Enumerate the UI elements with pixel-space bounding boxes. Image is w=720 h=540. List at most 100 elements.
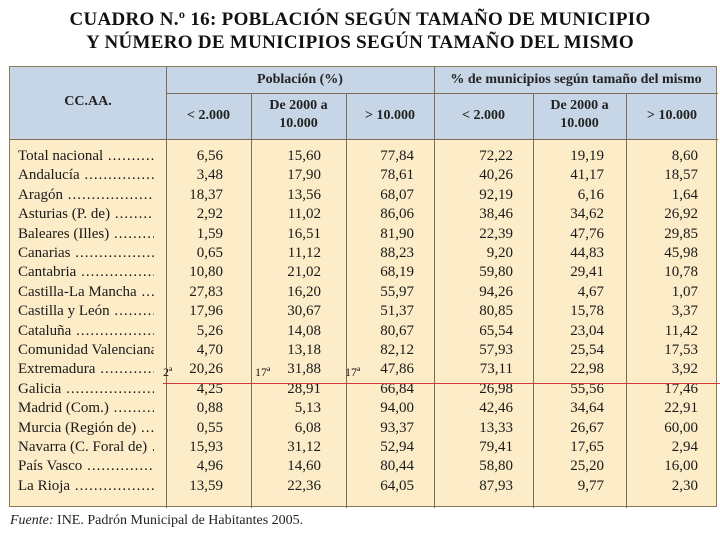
region-name: Andalucía: [18, 166, 154, 185]
header-pob-2000-10000: De 2000 a 10.000: [269, 98, 328, 131]
header-poblacion: Población (%): [257, 72, 343, 87]
header-mun-gt10000: > 10.000: [647, 108, 697, 123]
value-cell: 29,41: [570, 264, 604, 281]
value-cell: 45,98: [664, 245, 698, 261]
value-cell: 14,08: [287, 322, 321, 339]
table-row: Aragón 18,37 13,56 68,07 92,19 6,16 1,64: [10, 186, 716, 205]
value-cell: 41,17: [570, 167, 604, 184]
value-cell: 2,92: [196, 206, 223, 223]
table-title: CUADRO N.º 16: POBLACIÓN SEGÚN TAMAÑO DE…: [0, 8, 720, 54]
table-row: La Rioja 13,59 22,36 64,05 87,93 9,77 2,30: [10, 477, 716, 496]
header-divider: [10, 139, 718, 140]
value-cell: 88,23: [380, 245, 414, 261]
value-cell: 81,90: [380, 225, 414, 242]
value-cell: 0,88: [196, 400, 223, 417]
value-cell: 23,04: [570, 322, 604, 339]
table-header: [10, 67, 716, 139]
value-cell: 0,55: [196, 419, 223, 436]
value-cell: 72,22: [479, 148, 513, 164]
value-cell: 31,88: [287, 361, 321, 378]
value-cell: 55,56: [570, 380, 604, 397]
header-pob-lt2000: < 2.000: [187, 108, 230, 123]
table-row: Canarias 0,65 11,12 88,23 9,20 44,83 45,98: [10, 244, 716, 263]
region-name: Cataluña: [18, 322, 154, 341]
value-cell: 28,91: [287, 380, 321, 397]
value-cell: 22,98: [570, 361, 604, 378]
value-cell: 40,26: [479, 167, 513, 184]
source-label: Fuente:: [10, 513, 54, 528]
value-cell: 22,39: [479, 225, 513, 242]
value-cell: 16,20: [287, 283, 321, 300]
table-row: Baleares (Illes) 1,59 16,51 81,90 22,39 47,76…: [10, 225, 716, 244]
region-name: Aragón: [18, 186, 154, 205]
value-cell: 4,67: [577, 283, 604, 300]
value-cell: 3,37: [671, 303, 698, 320]
value-cell: 17,96: [189, 303, 223, 320]
value-cell: 8,60: [671, 148, 698, 164]
annotation-underline: [163, 383, 720, 384]
value-cell: 27,83: [189, 283, 223, 300]
value-cell: 51,37: [380, 303, 414, 320]
title-line-1: CUADRO N.º 16: POBLACIÓN SEGÚN TAMAÑO DE…: [69, 9, 651, 30]
value-cell: 22,91: [664, 400, 698, 417]
value-cell: 6,16: [577, 186, 604, 203]
value-cell: 2,94: [671, 439, 698, 455]
header-municipios: % de municipios según tamaño del mismo: [450, 72, 702, 87]
value-cell: 26,67: [570, 419, 604, 436]
region-name: La Rioja: [18, 477, 154, 496]
table-row: Madrid (Com.) 0,88 5,13 94,00 42,46 34,64 22,9…: [10, 399, 716, 418]
table-row: Castilla y León 17,96 30,67 51,37 80,85 15,78…: [10, 302, 716, 321]
region-name: Castilla-La Mancha: [18, 283, 154, 302]
value-cell: 3,92: [671, 361, 698, 378]
value-cell: 92,19: [479, 186, 513, 203]
value-cell: 38,46: [479, 206, 513, 223]
value-cell: 94,00: [380, 400, 414, 417]
value-cell: 25,54: [570, 342, 604, 358]
header-subdivider: [166, 93, 718, 94]
region-name: País Vasco: [18, 457, 154, 476]
table-row: País Vasco 4,96 14,60 80,44 58,80 25,20 16,00: [10, 457, 716, 476]
value-cell: 17,46: [664, 380, 698, 397]
value-cell: 6,56: [196, 148, 223, 164]
value-cell: 13,56: [287, 186, 321, 203]
value-cell: 0,65: [196, 245, 223, 261]
table-row: Navarra (C. Foral de) 15,93 31,12 52,94 79,4…: [10, 438, 716, 457]
value-cell: 6,08: [294, 419, 321, 436]
value-cell: 80,44: [380, 458, 414, 475]
value-cell: 82,12: [380, 342, 414, 358]
value-cell: 80,85: [479, 303, 513, 320]
table-row: Galicia 4,25 28,91 66,84 26,98 55,56 17,46: [10, 380, 716, 399]
value-cell: 44,83: [570, 245, 604, 261]
value-cell: 78,61: [380, 167, 414, 184]
region-name: Navarra (C. Foral de): [18, 438, 154, 457]
header-ccaa: CC.AA.: [64, 94, 112, 109]
value-cell: 9,20: [486, 245, 513, 261]
value-cell: 14,60: [287, 458, 321, 475]
region-name: Madrid (Com.): [18, 399, 154, 418]
value-cell: 16,00: [664, 458, 698, 475]
value-cell: 13,33: [479, 419, 513, 436]
table-row: Cataluña 5,26 14,08 80,67 65,54 23,04 11,42: [10, 322, 716, 341]
value-cell: 60,00: [664, 419, 698, 436]
table-row: Murcia (Región de) 0,55 6,08 93,37 13,33 26,6…: [10, 419, 716, 438]
value-cell: 93,37: [380, 419, 414, 436]
region-name: Murcia (Región de): [18, 419, 154, 438]
table-row: Extremadura 20,26 31,88 47,86 73,11 22,98 3,92: [10, 360, 716, 379]
value-cell: 30,67: [287, 303, 321, 320]
value-cell: 4,25: [196, 380, 223, 397]
table-row: Castilla-La Mancha 27,83 16,20 55,97 94,26 4,…: [10, 283, 716, 302]
region-name: Baleares (Illes): [18, 225, 154, 244]
value-cell: 1,07: [671, 283, 698, 300]
value-cell: 55,97: [380, 283, 414, 300]
value-cell: 1,64: [671, 186, 698, 203]
region-name: Galicia: [18, 380, 154, 399]
rank-mark-a: 2ª: [163, 365, 173, 379]
rank-mark-c: 17ª: [345, 365, 361, 379]
data-table: CC.AA. Población (%) % de municipios seg…: [9, 66, 718, 508]
value-cell: 11,42: [664, 322, 698, 339]
region-name: Comunidad Valenciana: [18, 341, 154, 360]
value-cell: 47,86: [380, 361, 414, 378]
value-cell: 13,59: [189, 477, 223, 494]
value-cell: 26,98: [479, 380, 513, 397]
source-text: INE. Padrón Municipal de Habitantes 2005…: [57, 513, 304, 528]
